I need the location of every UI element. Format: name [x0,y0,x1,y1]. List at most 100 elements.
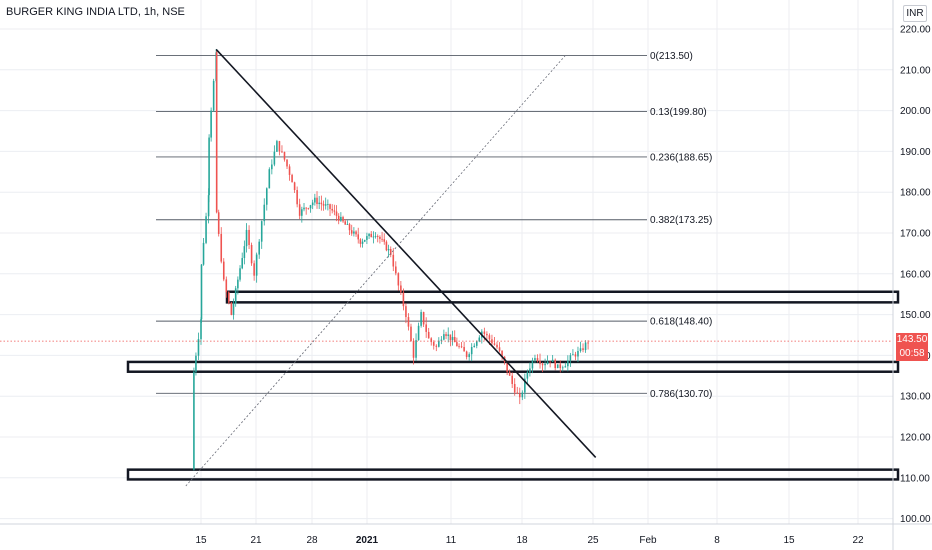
candle-body [372,236,375,238]
candle-body [288,166,291,175]
candlesticks [193,49,589,471]
candle-body [281,151,283,153]
candle-body [498,347,501,351]
x-tick-label: 25 [587,535,599,546]
candle-body [258,241,260,255]
y-tick-label: 120.00 [900,433,931,444]
candle-body [435,345,438,347]
y-tick-label: 210.00 [900,65,931,76]
y-tick-label: 150.00 [900,310,931,321]
candle-body [513,383,516,393]
candle-body [521,392,524,398]
candle-body [273,151,276,165]
zone-rect [126,360,900,373]
fib-level-label: 0.13(199.80) [650,107,707,118]
fib-level-label: 0.382(173.25) [650,215,712,226]
candle-body [516,392,519,394]
candle-body [438,340,440,347]
candle-body [385,241,388,251]
candle-body [496,344,498,348]
candle-body [322,204,325,206]
candle-body [217,212,220,234]
candle-body [564,366,567,368]
candle-body [298,204,301,216]
candle-body [263,204,266,222]
candle-body [348,224,351,231]
candle-body [584,342,587,351]
candle-body [225,279,228,293]
x-tick-label: 22 [852,535,864,546]
candle-body [511,375,513,384]
candle-body [475,341,478,346]
candle-body [197,339,200,356]
candle-body [260,221,263,242]
candle-body [276,141,278,152]
candle-body [432,342,435,346]
candle-body [340,216,342,221]
candle-body [402,292,405,307]
candle-body [210,110,212,138]
candle-body [579,348,582,351]
candle-body [357,234,360,240]
horizontal-zones [126,290,900,481]
y-tick-label: 160.00 [900,269,931,280]
fib-level-label: 0.786(130.70) [650,389,712,400]
candle-body [470,347,473,355]
candle-body [232,303,235,315]
candle-body [440,339,443,341]
candle-body [559,364,562,369]
candle-body [379,236,381,239]
candle-body [420,312,422,326]
candle-body [228,292,230,303]
x-tick-label: 18 [516,535,528,546]
candle-body [463,347,465,352]
candle-body [353,231,355,234]
currency-button[interactable]: INR [903,5,927,22]
candle-body [574,354,577,357]
candle-body [427,331,430,339]
zone-rect [225,290,900,304]
candle-body [417,325,420,341]
y-tick-label: 170.00 [900,229,931,240]
y-tick-label: 100.00 [900,514,931,525]
candle-body [333,210,336,212]
candle-body [430,338,433,343]
candle-body [361,241,364,244]
candle-body [286,159,288,167]
candle-body [331,208,333,211]
candle-body [561,367,564,369]
candle-body [493,343,496,345]
candle-body [241,258,244,269]
candle-body [374,236,377,237]
candle-body [237,279,239,289]
candle-body [582,348,584,351]
y-tick-label: 180.00 [900,188,931,199]
candle-body [327,204,329,205]
candle-body [524,378,526,393]
candle-body [405,306,407,318]
candle-body [473,345,476,348]
candle-body [456,342,458,347]
candle-body [320,202,323,205]
candle-body [346,224,349,225]
last-price-badge: 143.50 [896,333,928,347]
candle-body [531,360,534,369]
candle-body [483,331,486,334]
candle-body [458,346,460,347]
candle-body [465,351,468,358]
y-tick-label: 130.00 [900,392,931,403]
candle-body [255,254,258,276]
candle-body [478,337,481,342]
candle-body [501,350,503,357]
candle-body [518,393,521,398]
candle-body [536,358,539,361]
candle-body [383,239,386,242]
candle-body [539,360,541,365]
candle-body [200,264,203,320]
candle-body [239,268,241,280]
candle-body [506,361,508,372]
candle-body [309,205,312,209]
candle-body [268,169,271,189]
x-tick-label: Feb [639,535,657,546]
